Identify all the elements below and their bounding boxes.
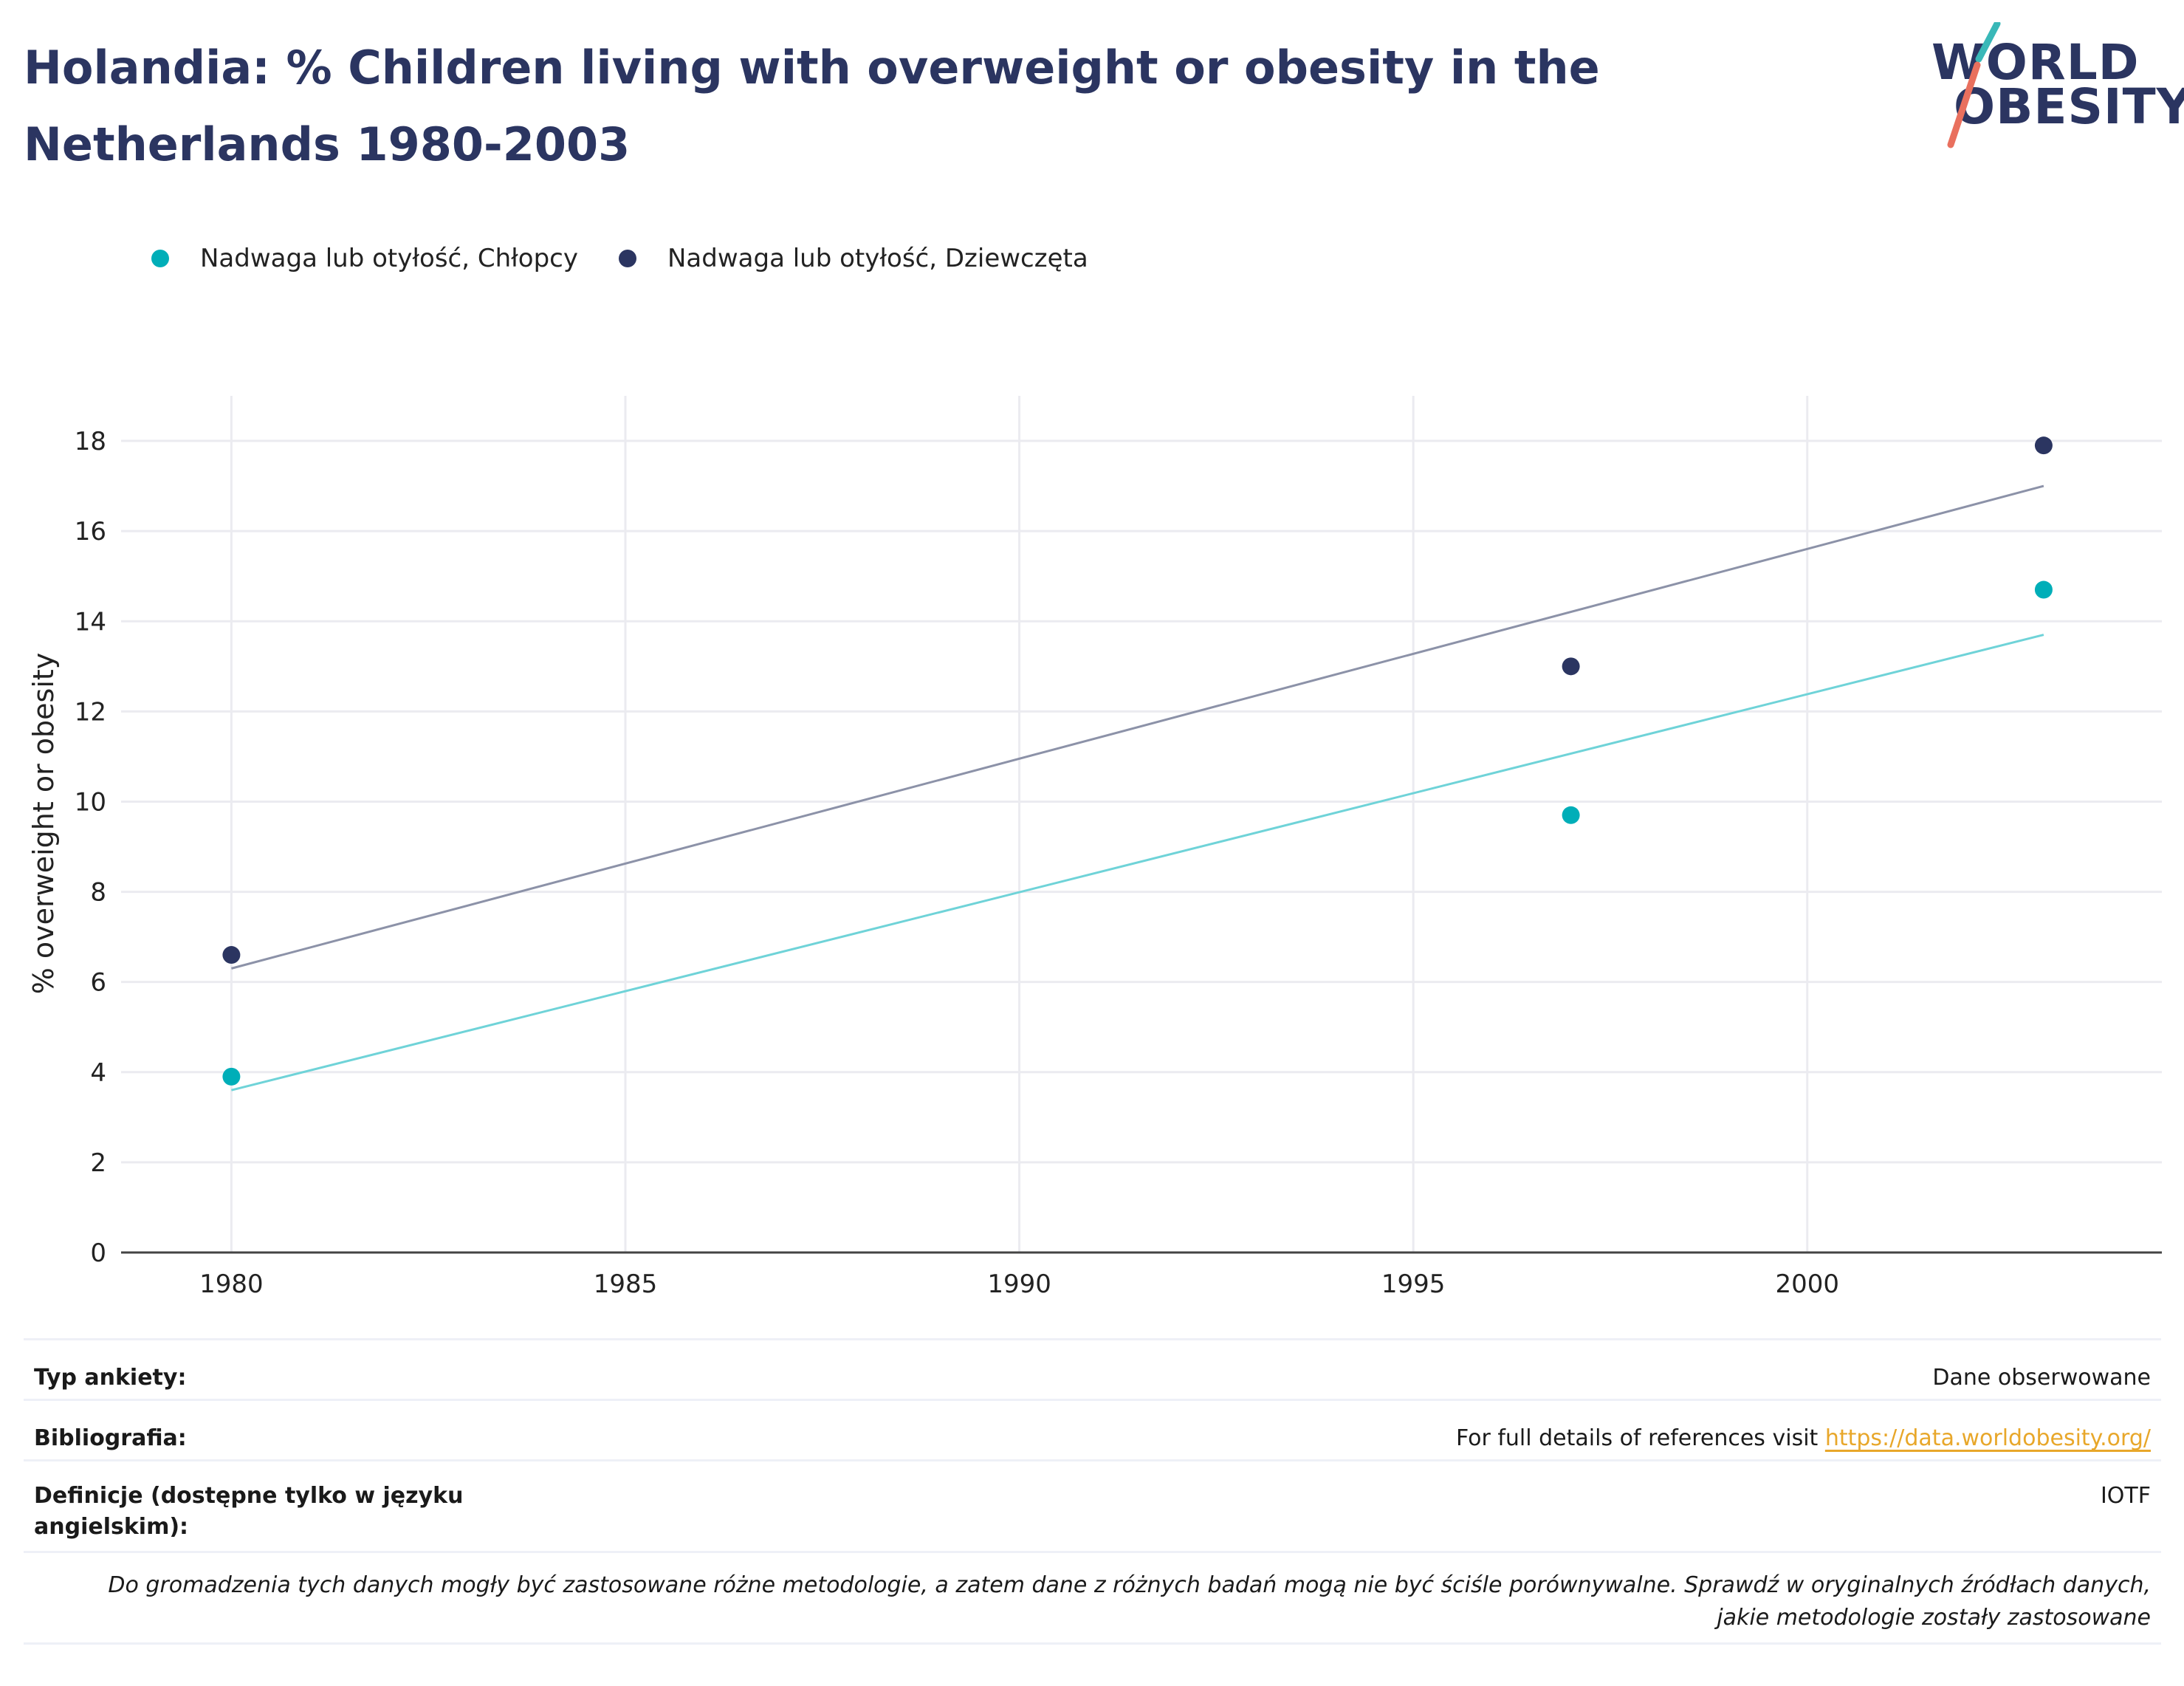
- point-boys-1980: [222, 1067, 241, 1086]
- logo-word-obesity: OBESITY: [1954, 78, 2184, 135]
- axes: 0 2 4 6 8 10 12 14 16 18 1980 1985 1990 1995 2000: [75, 427, 2162, 1299]
- legend-label-boys: Nadwaga lub otyłość, Chłopcy: [200, 244, 578, 273]
- bibliography-link[interactable]: https://data.worldobesity.org/: [1824, 1425, 2151, 1451]
- y-tick-label-18: 18: [75, 427, 106, 456]
- bibliography-label: Bibliografia:: [34, 1425, 187, 1451]
- point-boys-2003: [2034, 580, 2053, 599]
- chart-title: Holandia: % Children living with overwei…: [24, 41, 1600, 171]
- x-tick-label-1990: 1990: [987, 1269, 1051, 1299]
- x-tick-label-1985: 1985: [594, 1269, 658, 1299]
- y-tick-label-2: 2: [90, 1148, 106, 1178]
- x-tick-label-1980: 1980: [199, 1269, 264, 1299]
- legend-item-boys[interactable]: Nadwaga lub otyłość, Chłopcy: [151, 244, 578, 273]
- x-tick-label-1995: 1995: [1381, 1269, 1446, 1299]
- survey-type-label: Typ ankiety:: [34, 1365, 187, 1391]
- scatter-chart: 0 2 4 6 8 10 12 14 16 18 1980 1985 1990 1995 2000 % ov…: [27, 396, 2162, 1299]
- point-girls-1997: [1562, 657, 1580, 676]
- y-axis-title: % overweight or obesity: [27, 653, 60, 995]
- survey-type-value: Dane obserwowane: [1932, 1365, 2151, 1391]
- legend-marker-girls: [619, 250, 636, 267]
- y-tick-label-12: 12: [75, 697, 106, 727]
- y-tick-label-10: 10: [75, 787, 106, 817]
- point-girls-2003: [2034, 436, 2053, 455]
- definitions-value: IOTF: [2100, 1483, 2151, 1509]
- point-girls-1980: [222, 946, 241, 964]
- logo-word-world: WORLD: [1931, 34, 2140, 91]
- trendline-boys: [231, 634, 2044, 1092]
- methodology-note: Do gromadzenia tych danych mogły być zas…: [24, 1551, 2161, 1645]
- trendlines: [231, 484, 2044, 1092]
- y-tick-label-8: 8: [90, 878, 106, 908]
- y-tick-label-6: 6: [90, 968, 106, 998]
- y-tick-label-4: 4: [90, 1058, 106, 1088]
- bibliography-value: For full details of references visit htt…: [1456, 1423, 2161, 1454]
- grid-lines: [121, 396, 2162, 1252]
- y-tick-label-14: 14: [75, 607, 106, 637]
- definitions-label: Definicje (dostępne tylko w języku angie…: [34, 1483, 464, 1540]
- logo-slash-icon: [1947, 22, 2001, 148]
- y-tick-label-16: 16: [75, 517, 106, 546]
- data-points: [222, 436, 2053, 1086]
- y-tick-label-0: 0: [90, 1238, 106, 1268]
- info-row-survey-type: Typ ankiety: Dane obserwowane: [24, 1338, 2161, 1399]
- world-obesity-logo: WORLD OBESITY: [1927, 22, 2184, 155]
- info-row-definitions: Definicje (dostępne tylko w języku angie…: [24, 1459, 2161, 1551]
- info-table: Typ ankiety: Dane obserwowane Bibliograf…: [24, 1338, 2161, 1645]
- chart-legend: Nadwaga lub otyłość, Chłopcy Nadwaga lub…: [151, 240, 1129, 277]
- bibliography-text: For full details of references visit: [1455, 1425, 1825, 1451]
- trendline-girls: [231, 484, 2044, 970]
- point-boys-1997: [1562, 806, 1580, 824]
- legend-item-girls[interactable]: Nadwaga lub otyłość, Dziewczęta: [619, 244, 1088, 273]
- legend-marker-boys: [151, 250, 169, 267]
- x-tick-label-2000: 2000: [1776, 1269, 1840, 1299]
- info-row-bibliography: Bibliografia: For full details of refere…: [24, 1399, 2161, 1459]
- legend-label-girls: Nadwaga lub otyłość, Dziewczęta: [667, 244, 1088, 273]
